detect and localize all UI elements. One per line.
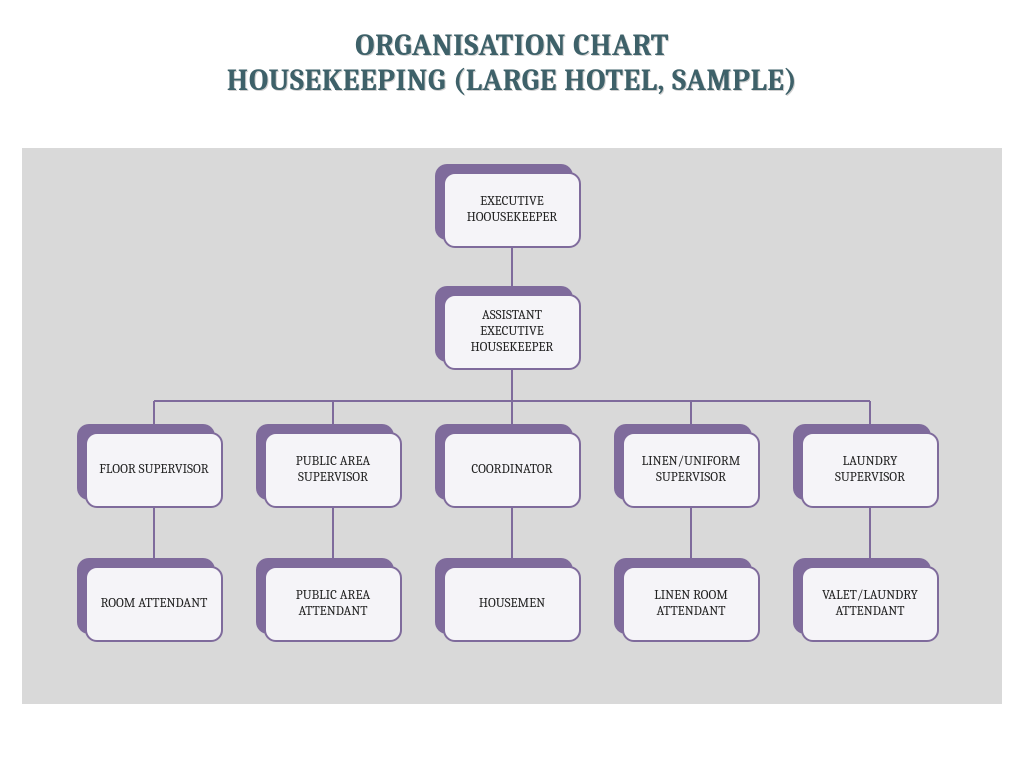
- org-node-box: HOUSEMEN: [443, 566, 581, 642]
- org-chart: EXECUTIVE HOOUSEKEEPER ASSISTANT EXECUTIV…: [22, 148, 1002, 704]
- org-node-valet_att: VALET/LAUNDRY ATTENDANT: [801, 566, 939, 642]
- org-node-box: LAUNDRY SUPERVISOR: [801, 432, 939, 508]
- org-node-box: ROOM ATTENDANT: [85, 566, 223, 642]
- org-node-box: PUBLIC AREA ATTENDANT: [264, 566, 402, 642]
- org-node-coord: COORDINATOR: [443, 432, 581, 508]
- org-node-linen_att: LINEN ROOM ATTENDANT: [622, 566, 760, 642]
- org-node-box: VALET/LAUNDRY ATTENDANT: [801, 566, 939, 642]
- org-node-housemen: HOUSEMEN: [443, 566, 581, 642]
- org-node-box: ASSISTANT EXECUTIVE HOUSEKEEPER: [443, 294, 581, 370]
- org-node-floor_sup: FLOOR SUPERVISOR: [85, 432, 223, 508]
- org-node-assist: ASSISTANT EXECUTIVE HOUSEKEEPER: [443, 294, 581, 370]
- org-node-pub_att: PUBLIC AREA ATTENDANT: [264, 566, 402, 642]
- org-node-linen_sup: LINEN/UNIFORM SUPERVISOR: [622, 432, 760, 508]
- org-node-room_att: ROOM ATTENDANT: [85, 566, 223, 642]
- org-node-box: LINEN/UNIFORM SUPERVISOR: [622, 432, 760, 508]
- org-node-box: EXECUTIVE HOOUSEKEEPER: [443, 172, 581, 248]
- title-line-2: HOUSEKEEPING (LARGE HOTEL, SAMPLE): [0, 63, 1024, 98]
- org-node-box: LINEN ROOM ATTENDANT: [622, 566, 760, 642]
- org-node-exec: EXECUTIVE HOOUSEKEEPER: [443, 172, 581, 248]
- page-title: ORGANISATION CHART HOUSEKEEPING (LARGE H…: [0, 0, 1024, 118]
- org-node-pub_sup: PUBLIC AREA SUPERVISOR: [264, 432, 402, 508]
- org-node-box: PUBLIC AREA SUPERVISOR: [264, 432, 402, 508]
- org-node-box: FLOOR SUPERVISOR: [85, 432, 223, 508]
- org-node-laundry_sup: LAUNDRY SUPERVISOR: [801, 432, 939, 508]
- org-node-box: COORDINATOR: [443, 432, 581, 508]
- title-line-1: ORGANISATION CHART: [0, 28, 1024, 63]
